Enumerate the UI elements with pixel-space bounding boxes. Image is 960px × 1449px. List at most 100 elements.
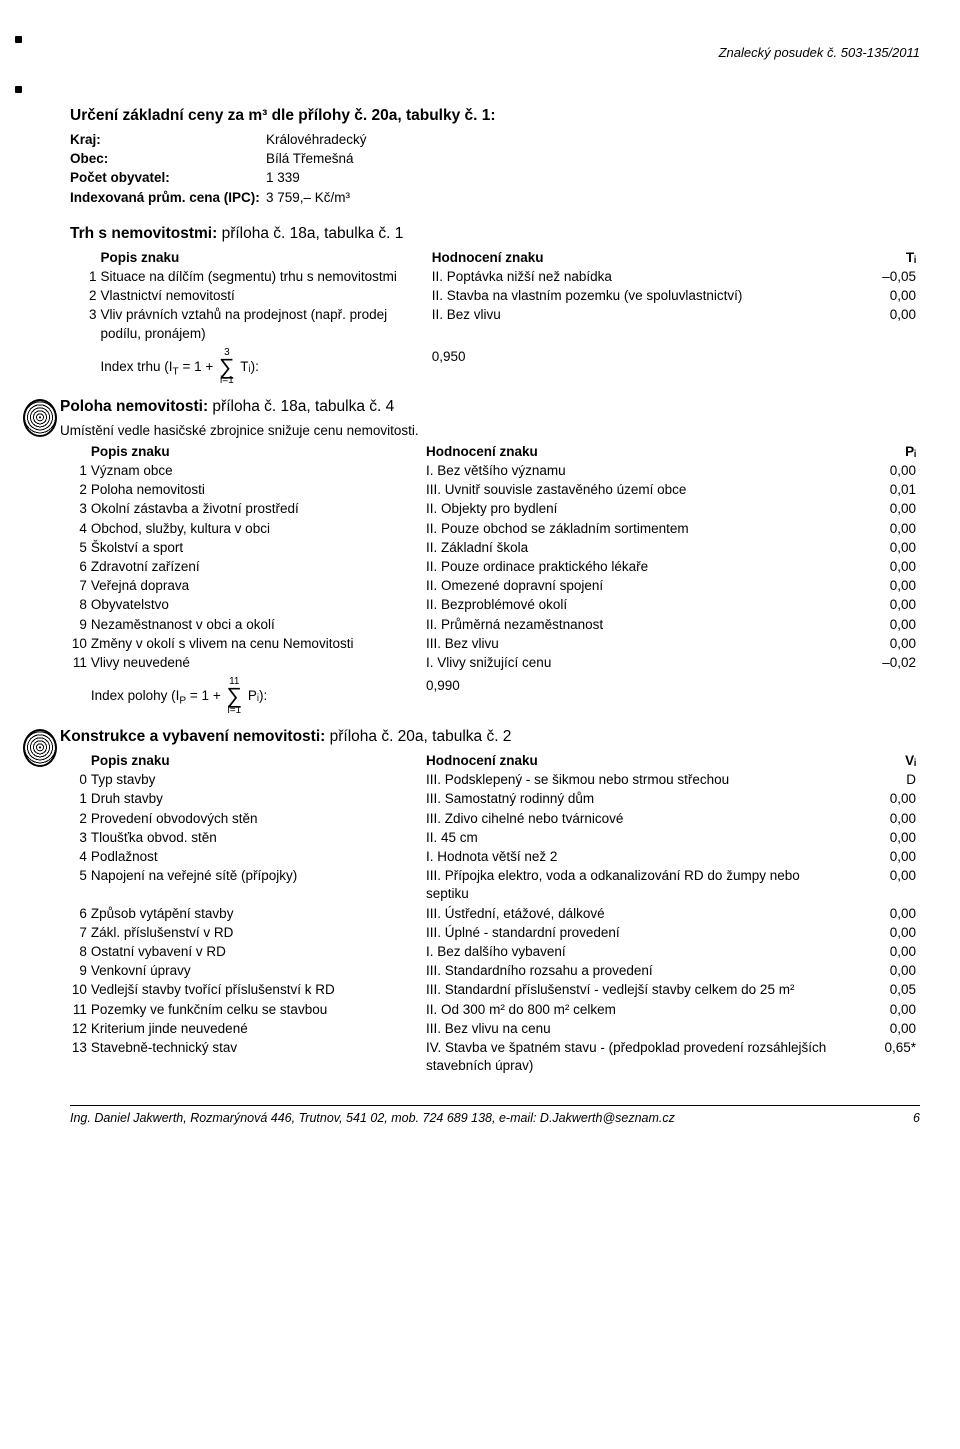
table-row: 3Okolní zástavba a životní prostředíII. … xyxy=(60,500,920,519)
row-num: 10 xyxy=(60,981,91,1000)
row-num: 2 xyxy=(70,287,101,306)
row-num: 1 xyxy=(60,790,91,809)
row-val: –0,05 xyxy=(850,268,920,287)
index-value: 0,950 xyxy=(432,348,850,388)
row-hod: I. Vlivy snižující cenu xyxy=(426,654,849,673)
table-row: 10Vedlejší stavby tvořící příslušenství … xyxy=(60,981,920,1000)
table-row: 5Školství a sportII. Základní škola0,00 xyxy=(60,539,920,558)
section3-title-bold: Poloha nemovitosti: xyxy=(60,398,208,415)
kv-label: Počet obyvatel: xyxy=(70,169,266,188)
table-row: 3Tloušťka obvod. stěnII. 45 cm0,00 xyxy=(60,829,920,848)
kv-row: Počet obyvatel:1 339 xyxy=(70,169,373,188)
table-row: 7Zákl. příslušenství v RDIII. Úplné - st… xyxy=(60,924,920,943)
kv-value: Bílá Třemešná xyxy=(266,150,373,169)
table-head-row: Popis znaku Hodnocení znaku Vᵢ xyxy=(60,752,920,771)
row-val: 0,00 xyxy=(849,924,920,943)
row-val: 0,00 xyxy=(849,790,920,809)
row-hod: III. Úplné - standardní provedení xyxy=(426,924,849,943)
section4-title: Konstrukce a vybavení nemovitosti: přílo… xyxy=(60,727,920,748)
section4-title-bold: Konstrukce a vybavení nemovitosti: xyxy=(60,728,325,745)
table-head-row: Popis znaku Hodnocení znaku Pᵢ xyxy=(60,443,920,462)
row-popis: Podlažnost xyxy=(91,848,426,867)
row-num: 9 xyxy=(60,616,91,635)
row-num: 11 xyxy=(60,654,91,673)
kv-label: Indexovaná prům. cena (IPC): xyxy=(70,189,266,208)
row-hod: I. Bez dalšího vybavení xyxy=(426,943,849,962)
row-hod: II. Základní škola xyxy=(426,539,849,558)
table-row: 2Provedení obvodových stěnIII. Zdivo cih… xyxy=(60,810,920,829)
page-footer: Ing. Daniel Jakwerth, Rozmarýnová 446, T… xyxy=(70,1105,920,1127)
row-hod: III. Bez vlivu na cenu xyxy=(426,1020,849,1039)
head-val: Vᵢ xyxy=(849,752,920,771)
index-formula: Index polohy (IP = 1 + 11 ∑ i=1 Pᵢ): xyxy=(91,677,426,717)
row-val: D xyxy=(849,771,920,790)
section2-title-suffix: příloha č. 18a, tabulka č. 1 xyxy=(217,225,403,242)
row-hod: III. Zdivo cihelné nebo tvárnicové xyxy=(426,810,849,829)
row-popis: Veřejná doprava xyxy=(91,577,426,596)
table-row: 1Situace na dílčím (segmentu) trhu s nem… xyxy=(70,268,920,287)
row-popis: Změny v okolí s vlivem na cenu Nemovitos… xyxy=(91,635,426,654)
document-header: Znalecký posudek č. 503-135/2011 xyxy=(70,44,920,62)
row-hod: III. Samostatný rodinný dům xyxy=(426,790,849,809)
row-popis: Školství a sport xyxy=(91,539,426,558)
row-popis: Situace na dílčím (segmentu) trhu s nemo… xyxy=(101,268,432,287)
index-formula: Index trhu (IT = 1 + 3 ∑ i=1 Tᵢ): xyxy=(101,348,432,388)
head-hodnoceni: Hodnocení znaku xyxy=(426,443,849,462)
table-row: 11Pozemky ve funkčním celku se stavbouII… xyxy=(60,1001,920,1020)
row-popis: Zdravotní zařízení xyxy=(91,558,426,577)
table-row: 9Venkovní úpravyIII. Standardního rozsah… xyxy=(60,962,920,981)
head-popis: Popis znaku xyxy=(91,443,426,462)
row-hod: II. Průměrná nezaměstnanost xyxy=(426,616,849,635)
row-hod: I. Hodnota větší než 2 xyxy=(426,848,849,867)
sigma-icon: 11 ∑ i=1 xyxy=(226,677,242,716)
row-num: 13 xyxy=(60,1039,91,1076)
index-mid: = 1 + xyxy=(179,359,217,374)
row-val: 0,00 xyxy=(849,848,920,867)
row-num: 3 xyxy=(70,306,101,343)
row-hod: II. Stavba na vlastním pozemku (ve spolu… xyxy=(432,287,850,306)
row-popis: Stavebně-technický stav xyxy=(91,1039,426,1076)
row-num: 1 xyxy=(60,462,91,481)
row-val: 0,00 xyxy=(849,462,920,481)
row-hod: III. Bez vlivu xyxy=(426,635,849,654)
head-hodnoceni: Hodnocení znaku xyxy=(426,752,849,771)
sigma-bot: i=1 xyxy=(226,706,242,716)
row-hod: III. Standardní příslušenství - vedlejší… xyxy=(426,981,849,1000)
index-pre: Index polohy (I xyxy=(91,688,180,703)
table-head-row: Popis znaku Hodnocení znaku Tᵢ xyxy=(70,249,920,268)
row-hod: II. Poptávka nižší než nabídka xyxy=(432,268,850,287)
row-val: 0,00 xyxy=(850,306,920,343)
row-hod: III. Přípojka elektro, voda a odkanalizo… xyxy=(426,867,849,904)
table-row: 11Vlivy neuvedenéI. Vlivy snižující cenu… xyxy=(60,654,920,673)
row-num: 9 xyxy=(60,962,91,981)
head-popis: Popis znaku xyxy=(101,249,432,268)
table-row: 5Napojení na veřejné sítě (přípojky)III.… xyxy=(60,867,920,904)
row-val: 0,00 xyxy=(849,520,920,539)
row-val: 0,00 xyxy=(849,1020,920,1039)
row-val: –0,02 xyxy=(849,654,920,673)
row-hod: II. Omezené dopravní spojení xyxy=(426,577,849,596)
footer-page-number: 6 xyxy=(913,1110,920,1127)
row-hod: I. Bez většího významu xyxy=(426,462,849,481)
section4-table: Popis znaku Hodnocení znaku Vᵢ 0Typ stav… xyxy=(60,752,920,1077)
table-row: 1Druh stavbyIII. Samostatný rodinný dům0… xyxy=(60,790,920,809)
index-after: Tᵢ): xyxy=(240,359,259,374)
row-num: 7 xyxy=(60,924,91,943)
fingerprint-marker xyxy=(20,727,60,772)
index-pre: Index trhu (I xyxy=(101,359,173,374)
section3-title: Poloha nemovitosti: příloha č. 18a, tabu… xyxy=(60,397,920,418)
sigma-icon: 3 ∑ i=1 xyxy=(219,348,235,387)
table-row: 10Změny v okolí s vlivem na cenu Nemovit… xyxy=(60,635,920,654)
table-row: 9Nezaměstnanost v obci a okolíII. Průměr… xyxy=(60,616,920,635)
section3-table: Popis znaku Hodnocení znaku Pᵢ 1Význam o… xyxy=(60,443,920,674)
row-val: 0,00 xyxy=(849,635,920,654)
section1-title: Určení základní ceny za m³ dle přílohy č… xyxy=(70,106,920,127)
row-num: 2 xyxy=(60,810,91,829)
table-row: 12Kriterium jinde neuvedenéIII. Bez vliv… xyxy=(60,1020,920,1039)
row-val: 0,00 xyxy=(849,962,920,981)
section2-table: Popis znaku Hodnocení znaku Tᵢ 1Situace … xyxy=(70,249,920,344)
table-row: 0Typ stavbyIII. Podsklepený - se šikmou … xyxy=(60,771,920,790)
head-val: Pᵢ xyxy=(849,443,920,462)
row-num: 11 xyxy=(60,1001,91,1020)
row-hod: IV. Stavba ve špatném stavu - (předpokla… xyxy=(426,1039,849,1076)
